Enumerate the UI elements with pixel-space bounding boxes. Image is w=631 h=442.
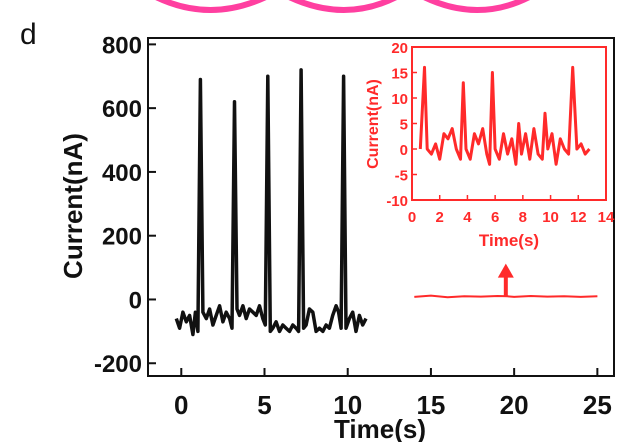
inset-y-tick-label: 15 — [391, 66, 408, 83]
decor-arc-1 — [155, 0, 267, 13]
inset-x-tick-label: 8 — [519, 209, 527, 226]
inset-y-tick-label: 10 — [391, 91, 408, 108]
inset-x-ticks: 0 2 4 6 8 10 12 14 — [408, 195, 615, 226]
inset-x-tick-label: 10 — [542, 209, 559, 226]
baseline-trace-group — [414, 263, 598, 299]
inset-x-tick-label: 2 — [436, 209, 444, 226]
inset-x-tick-label: 0 — [408, 209, 416, 226]
main-x-tick-label: 0 — [174, 390, 188, 420]
main-y-tick-label: 200 — [102, 224, 142, 251]
inset-x-tick-label: 6 — [491, 209, 499, 226]
main-y-tick-label: 400 — [102, 160, 142, 187]
inset-y-axis-label: Current(nA) — [365, 79, 382, 169]
inset-trace-line — [418, 65, 591, 166]
inset-y-tick-label: -10 — [386, 193, 408, 210]
main-y-tick-label: 600 — [102, 96, 142, 123]
baseline-trace-line — [414, 294, 598, 299]
decorative-arcs — [155, 0, 530, 13]
inset-x-tick-label: 4 — [463, 209, 472, 226]
main-x-axis-label: Time(s) — [334, 414, 426, 442]
main-x-tick-label: 20 — [500, 390, 529, 420]
baseline-arrow-head — [497, 263, 514, 278]
inset-x-tick-label: 14 — [598, 209, 615, 226]
inset-y-tick-label: 20 — [391, 40, 408, 57]
decor-arc-3 — [423, 0, 530, 13]
decor-arc-2 — [288, 0, 397, 13]
inset-x-axis-label: Time(s) — [479, 231, 539, 250]
inset-y-tick-label: -5 — [395, 168, 408, 185]
inset-y-tick-label: 5 — [400, 117, 408, 134]
main-x-tick-label: 15 — [416, 390, 445, 420]
main-y-tick-label: 800 — [102, 32, 142, 59]
panel-label: d — [20, 18, 37, 51]
main-y-ticks: -200 0 200 400 600 800 — [94, 32, 156, 378]
main-y-tick-label: -200 — [94, 351, 142, 378]
main-x-tick-label: 10 — [333, 390, 362, 420]
main-x-tick-label: 25 — [583, 390, 612, 420]
inset-y-ticks: -10 -5 0 5 10 15 20 — [386, 40, 417, 210]
inset-x-tick-label: 12 — [570, 209, 587, 226]
main-y-axis-label: Current(nA) — [58, 133, 88, 279]
inset-chart: -10 -5 0 5 10 15 20 0 2 4 6 8 10 12 14 Time(s) Curren… — [365, 40, 615, 250]
main-x-tick-label: 5 — [257, 390, 271, 420]
main-x-ticks: 0 5 10 15 20 25 — [174, 368, 612, 420]
inset-y-tick-label: 0 — [400, 142, 408, 159]
main-y-tick-label: 0 — [129, 287, 142, 314]
main-trace-line — [174, 68, 368, 337]
main-axes-frame — [147, 37, 615, 377]
